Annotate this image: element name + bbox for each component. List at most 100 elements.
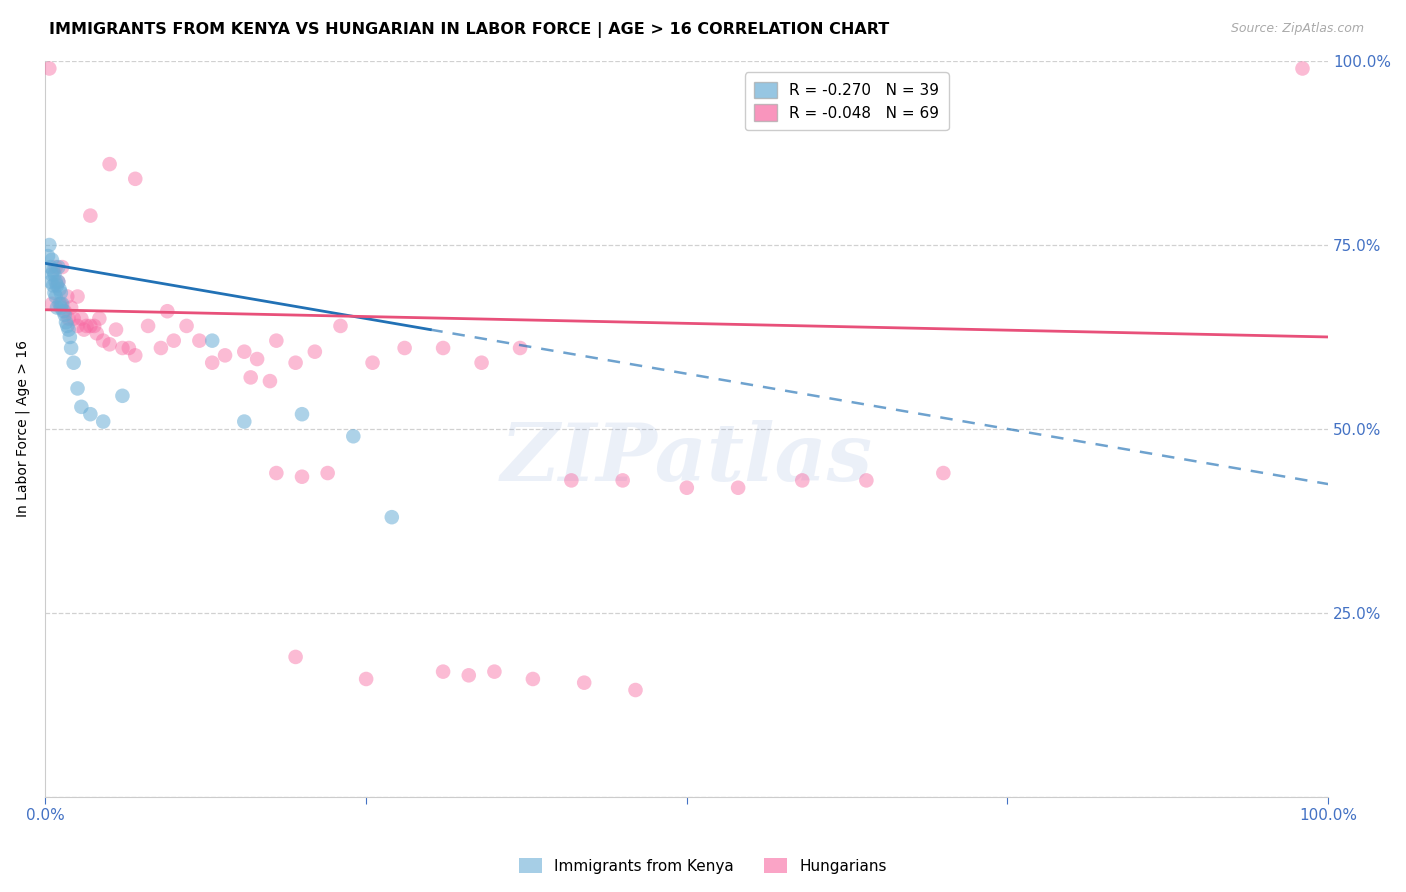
Point [41,252,63,267]
Point [124,348,146,362]
Point [38,238,60,252]
Point [149,341,172,355]
Point [46,275,69,289]
Point [86,326,108,341]
Point [62,356,84,370]
Point [62,311,84,326]
Point [329,318,352,333]
Legend: R = -0.270   N = 39, R = -0.048   N = 69: R = -0.270 N = 39, R = -0.048 N = 69 [745,72,949,130]
Point [39,275,62,289]
Point [239,370,262,384]
Point [79,407,101,421]
Point [56,289,79,303]
Point [41,297,63,311]
Point [45,275,67,289]
Point [42,264,65,278]
Point [201,356,224,370]
Point [52,304,75,318]
Point [49,301,72,315]
Point [56,318,79,333]
Point [484,665,506,679]
Point [855,474,877,488]
Point [560,474,582,488]
Point [83,318,105,333]
Point [46,278,69,293]
Point [432,665,454,679]
Point [727,481,749,495]
Point [266,334,288,348]
Text: ZIPatlas: ZIPatlas [501,419,873,497]
Point [304,344,326,359]
Point [163,334,186,348]
Point [39,260,62,274]
Point [53,308,76,322]
Point [624,683,647,698]
Point [354,672,377,686]
Point [53,304,76,318]
Text: Source: ZipAtlas.com: Source: ZipAtlas.com [1230,22,1364,36]
Point [259,374,281,388]
Point [291,469,314,483]
Point [51,297,73,311]
Point [66,318,89,333]
Point [66,289,89,303]
Point [1291,62,1313,76]
Point [111,389,134,403]
Point [612,474,634,488]
Point [70,400,93,414]
Point [49,285,72,300]
Point [55,315,77,329]
Point [73,323,96,337]
Point [111,341,134,355]
Point [46,260,69,274]
Point [45,260,67,274]
Point [42,278,65,293]
Point [118,341,141,355]
Point [361,356,384,370]
Point [58,311,80,326]
Point [37,249,59,263]
Point [49,297,72,311]
Point [188,334,211,348]
Point [41,268,63,282]
Point [675,481,697,495]
Point [44,285,66,300]
Point [509,341,531,355]
Point [316,466,339,480]
Point [201,334,224,348]
Point [457,668,479,682]
Text: IMMIGRANTS FROM KENYA VS HUNGARIAN IN LABOR FORCE | AGE > 16 CORRELATION CHART: IMMIGRANTS FROM KENYA VS HUNGARIAN IN LA… [49,22,890,38]
Point [51,260,73,274]
Point [932,466,955,480]
Point [214,348,236,362]
Point [136,318,159,333]
Point [432,341,454,355]
Point [284,356,307,370]
Point [45,289,67,303]
Point [98,157,121,171]
Y-axis label: In Labor Force | Age > 16: In Labor Force | Age > 16 [15,341,30,517]
Point [105,323,128,337]
Point [471,356,494,370]
Point [91,334,114,348]
Point [233,415,256,429]
Point [89,311,111,326]
Point [91,415,114,429]
Point [246,352,269,367]
Point [59,330,82,344]
Point [266,466,288,480]
Point [98,337,121,351]
Point [66,381,89,395]
Point [60,341,83,355]
Point [60,301,83,315]
Point [46,275,69,289]
Point [48,297,70,311]
Point [394,341,416,355]
Point [79,209,101,223]
Point [70,311,93,326]
Point [176,318,198,333]
Point [572,675,595,690]
Point [522,672,544,686]
Point [233,344,256,359]
Point [291,407,314,421]
